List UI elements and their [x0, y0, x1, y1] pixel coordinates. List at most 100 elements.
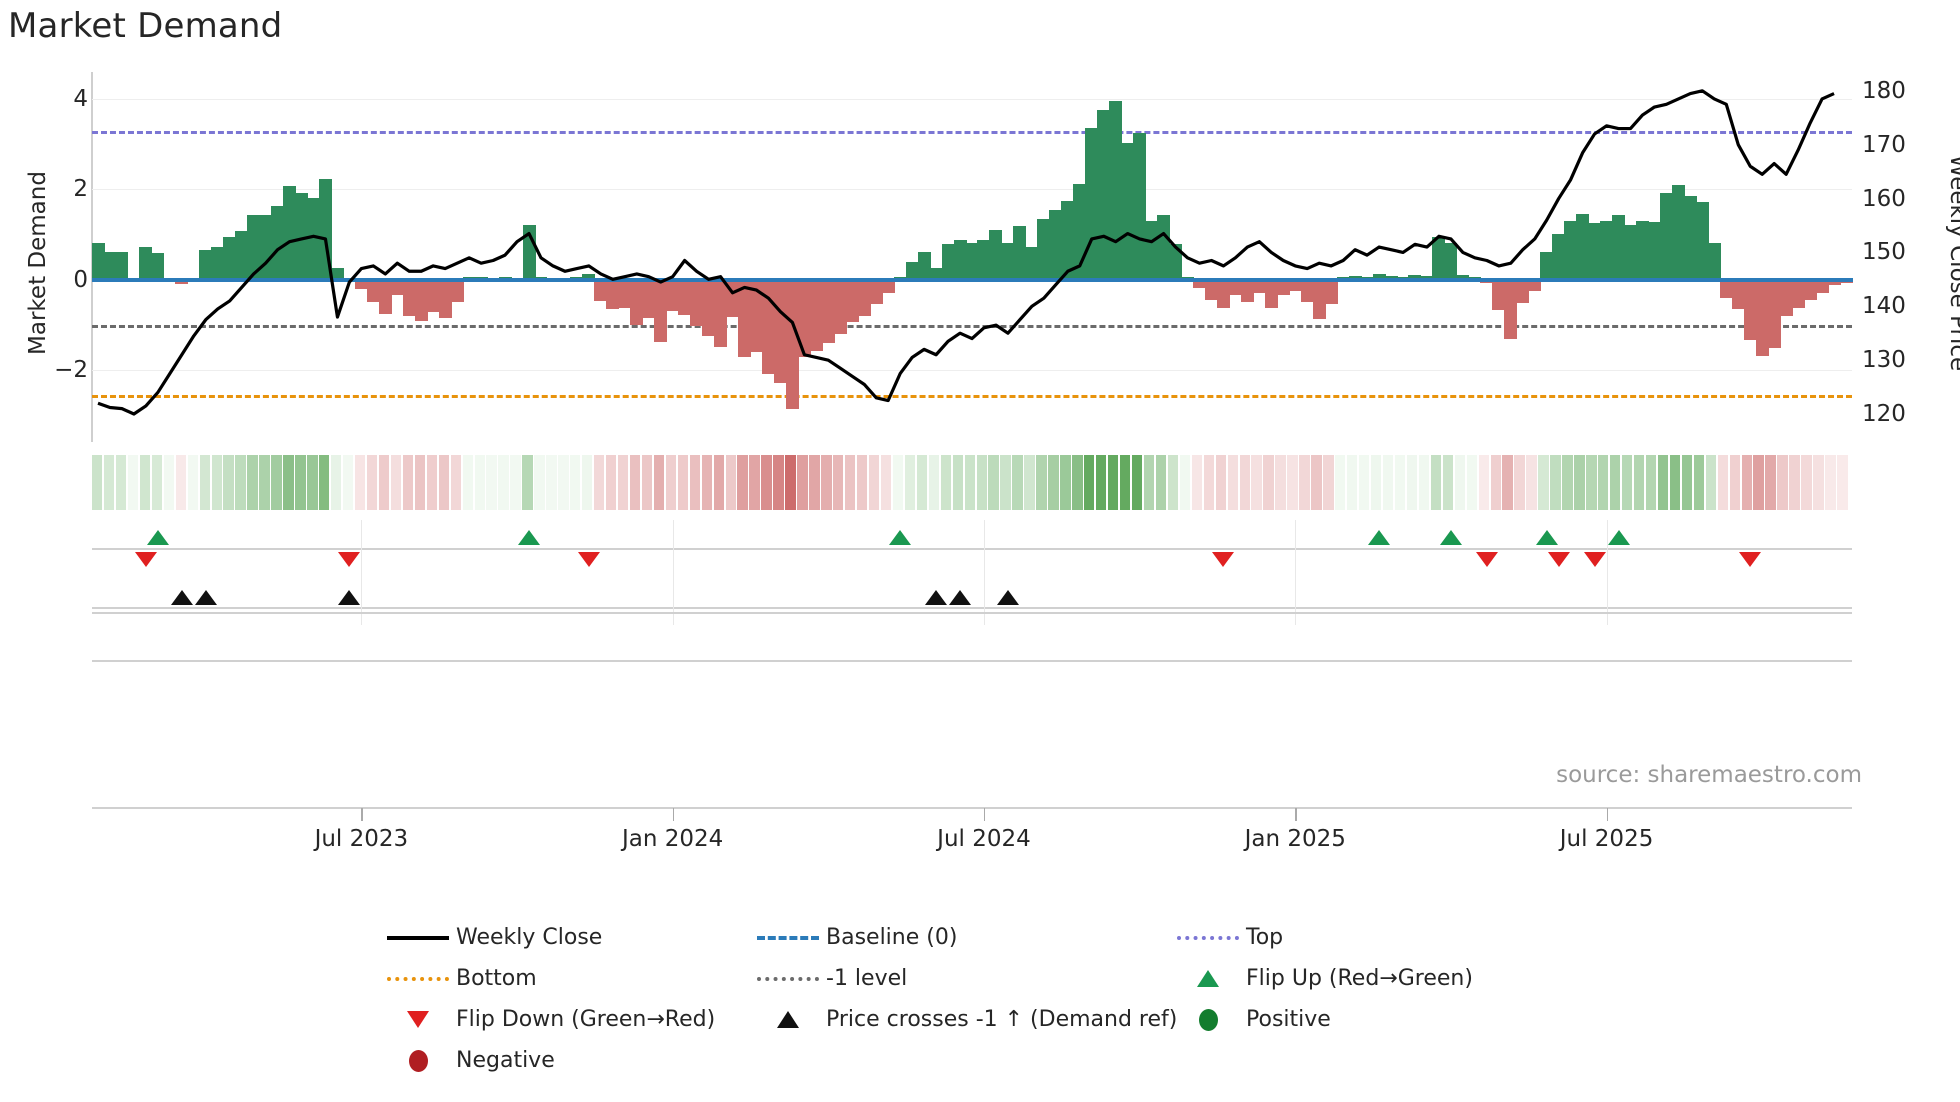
legend-item[interactable]: Weekly Close [380, 925, 750, 950]
baseline-segment [462, 277, 476, 282]
demand-bar [1612, 215, 1626, 280]
demand-bar [630, 279, 644, 325]
heat-cell [402, 455, 414, 510]
baseline-segment [1540, 277, 1554, 282]
demand-bar [426, 279, 440, 313]
heat-cell [988, 455, 999, 510]
reference-line-bottom [92, 394, 1852, 398]
baseline-segment [1743, 277, 1757, 282]
baseline-segment [235, 277, 249, 282]
price-cross-marker [996, 590, 1019, 605]
legend-label: Bottom [456, 966, 537, 991]
legend-label: Negative [456, 1048, 555, 1073]
demand-bar [690, 279, 704, 326]
heat-cell [1299, 455, 1310, 510]
gridline-left-4 [92, 99, 1852, 101]
baseline-segment [869, 277, 883, 282]
x-tick-label: Jul 2023 [314, 826, 409, 852]
demand-bar [1013, 226, 1027, 280]
heat-cell [1359, 455, 1370, 510]
legend-item[interactable]: Positive [1170, 1007, 1610, 1032]
baseline-segment [199, 277, 213, 282]
heat-cell [701, 455, 712, 510]
flip-up-marker [1439, 530, 1462, 545]
heat-cell [1382, 455, 1394, 510]
reference-line-m1 [92, 324, 1852, 328]
heat-cell [354, 455, 366, 510]
legend-item[interactable]: Price crosses -1 ↑ (Demand ref) [750, 1007, 1177, 1032]
demand-bar [917, 251, 931, 280]
legend-item[interactable]: Top [1170, 925, 1610, 950]
baseline-segment [438, 277, 452, 282]
demand-bar [678, 279, 692, 315]
heat-cell [952, 455, 963, 510]
heat-cell [426, 455, 438, 510]
legend-item[interactable]: Negative [380, 1048, 750, 1073]
heat-cell [1287, 455, 1298, 510]
baseline-segment [797, 277, 811, 282]
legend-triangle-down-icon [407, 1011, 429, 1028]
heat-cell [857, 455, 868, 510]
legend-solid-line-icon [387, 935, 449, 940]
heat-cell [1657, 455, 1669, 510]
demand-bar [1300, 279, 1314, 303]
baseline-segment [905, 277, 919, 282]
demand-bar [1228, 279, 1242, 296]
heat-cell [414, 455, 426, 510]
y-tick-right-label: 160 [1862, 185, 1906, 212]
heat-cell [1155, 455, 1167, 510]
legend-item[interactable]: Flip Up (Red→Green) [1170, 966, 1610, 991]
heat-cell [1036, 455, 1047, 510]
baseline-segment [953, 277, 967, 282]
heat-cell [833, 455, 844, 510]
heat-cell [773, 455, 784, 510]
baseline-segment [618, 277, 632, 282]
legend-item[interactable]: Baseline (0) [750, 925, 1170, 950]
heat-cell [1203, 455, 1214, 510]
demand-bar [1157, 215, 1171, 280]
demand-bar [714, 279, 728, 348]
legend-item[interactable]: Flip Down (Green→Red) [380, 1007, 750, 1032]
baseline-segment [1791, 277, 1805, 282]
demand-bar [833, 279, 847, 334]
baseline-segment [1300, 277, 1314, 282]
demand-bar [1624, 224, 1637, 280]
demand-bar [666, 279, 680, 312]
baseline-segment [1576, 277, 1590, 282]
legend-item[interactable]: -1 level [750, 966, 1170, 991]
heat-cell [916, 455, 928, 510]
flip-marker-panel [92, 520, 1852, 580]
y-tick-right-label: 140 [1862, 293, 1906, 320]
baseline-segment [594, 277, 608, 282]
panel-vertical-guide [672, 565, 674, 625]
heat-cell [462, 455, 473, 510]
heat-cell [605, 455, 617, 510]
heat-cell [689, 455, 701, 510]
baseline-segment [570, 277, 584, 282]
heat-cell [1598, 455, 1609, 510]
source-watermark: source: sharemaestro.com [1556, 762, 1862, 788]
baseline-segment [1360, 277, 1374, 282]
heat-cell [307, 455, 318, 510]
baseline-segment [1025, 277, 1039, 282]
baseline-segment [271, 277, 285, 282]
heat-cell [904, 455, 916, 510]
baseline-segment [1827, 277, 1841, 282]
demand-bar [905, 261, 919, 280]
heat-cell [737, 455, 748, 510]
legend-item[interactable]: Bottom [380, 966, 750, 991]
heat-cell [1693, 455, 1705, 510]
heat-cell [1538, 455, 1549, 510]
baseline-segment [714, 277, 728, 282]
heat-cell [809, 455, 820, 510]
heat-cell [1084, 455, 1095, 510]
baseline-segment [1324, 277, 1338, 282]
heat-cell [474, 455, 485, 510]
baseline-segment [486, 277, 500, 282]
demand-bar [869, 279, 883, 305]
legend-dotted-line-icon [387, 976, 449, 981]
x-axis-line [92, 807, 1852, 809]
demand-bar [139, 247, 153, 280]
heat-cell [558, 455, 569, 510]
heat-cell [1179, 455, 1191, 510]
